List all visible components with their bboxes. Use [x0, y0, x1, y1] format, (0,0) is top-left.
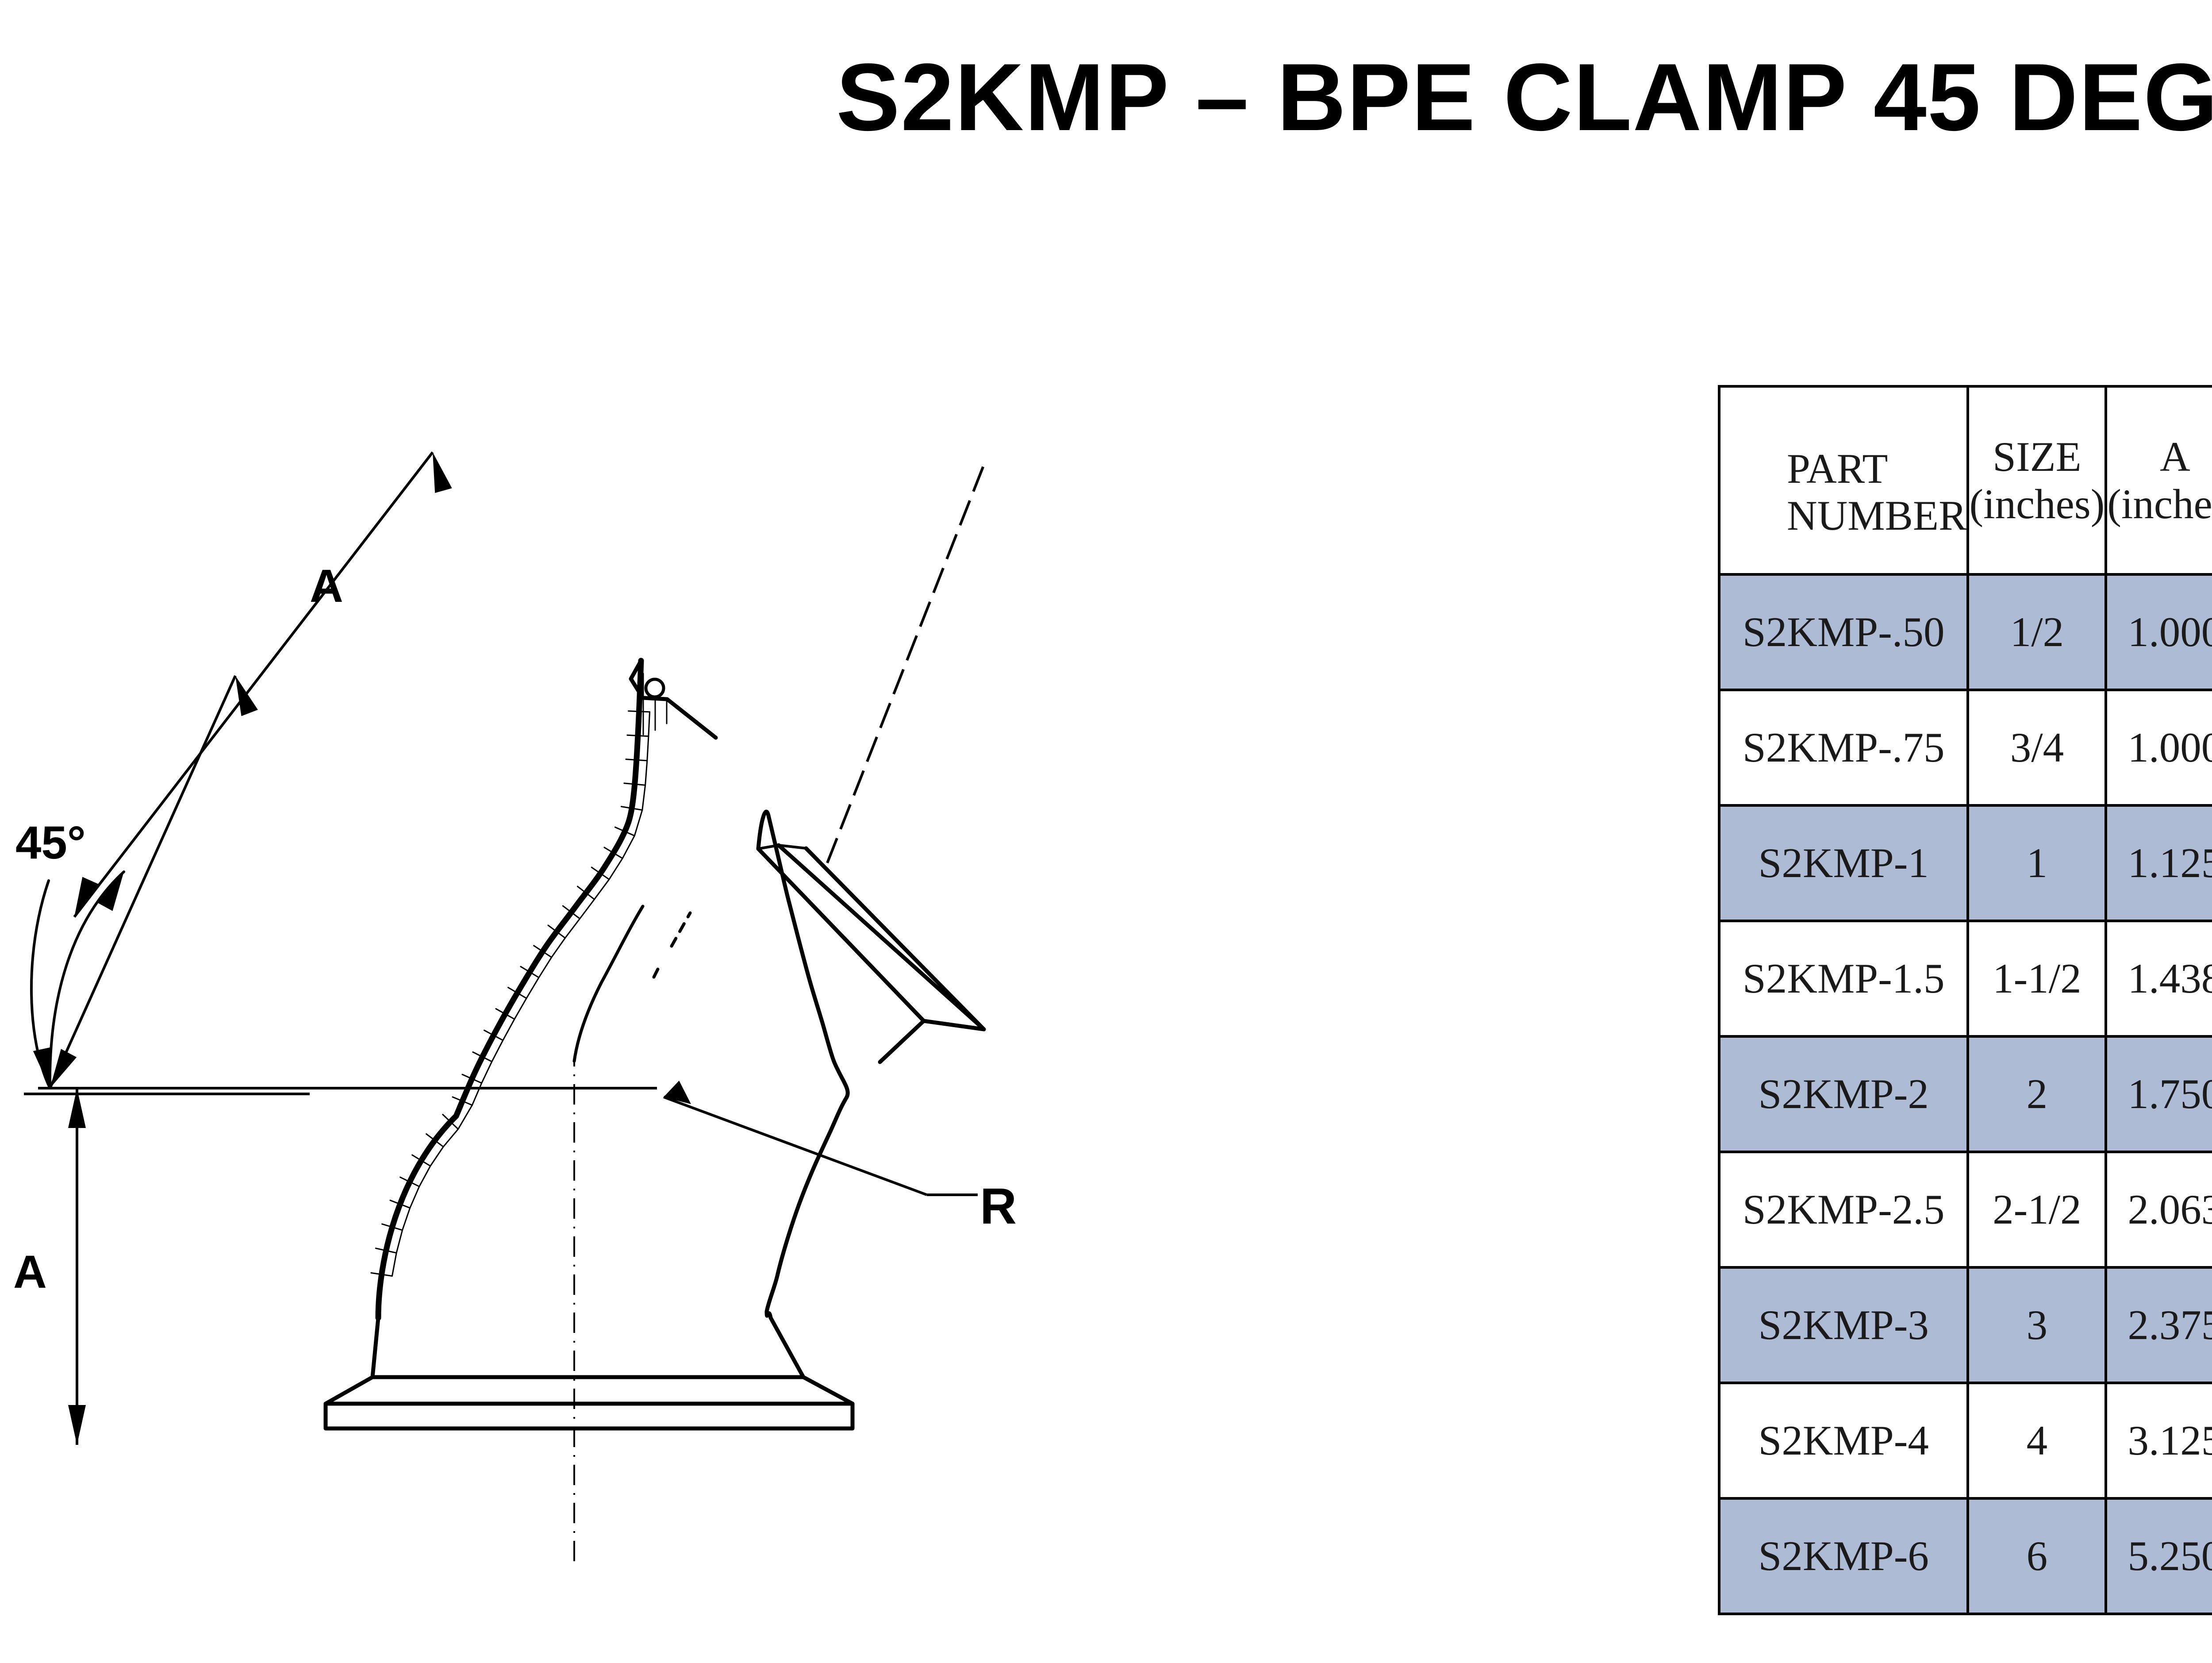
svg-text:45°: 45° [15, 817, 86, 869]
svg-text:R: R [980, 1178, 1017, 1235]
svg-text:A: A [13, 1246, 47, 1298]
svg-text:A: A [310, 560, 343, 612]
